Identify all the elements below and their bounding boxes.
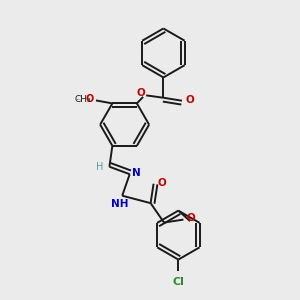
Text: N: N bbox=[132, 168, 141, 178]
Text: O: O bbox=[186, 213, 195, 223]
Text: methoxy: methoxy bbox=[77, 99, 83, 100]
Text: O: O bbox=[86, 94, 94, 103]
Text: Cl: Cl bbox=[173, 277, 184, 287]
Text: CH₃: CH₃ bbox=[74, 95, 91, 104]
Text: O: O bbox=[137, 88, 146, 98]
Text: O: O bbox=[185, 95, 194, 105]
Text: NH: NH bbox=[111, 199, 129, 209]
Text: H: H bbox=[96, 162, 103, 172]
Text: O: O bbox=[157, 178, 166, 188]
